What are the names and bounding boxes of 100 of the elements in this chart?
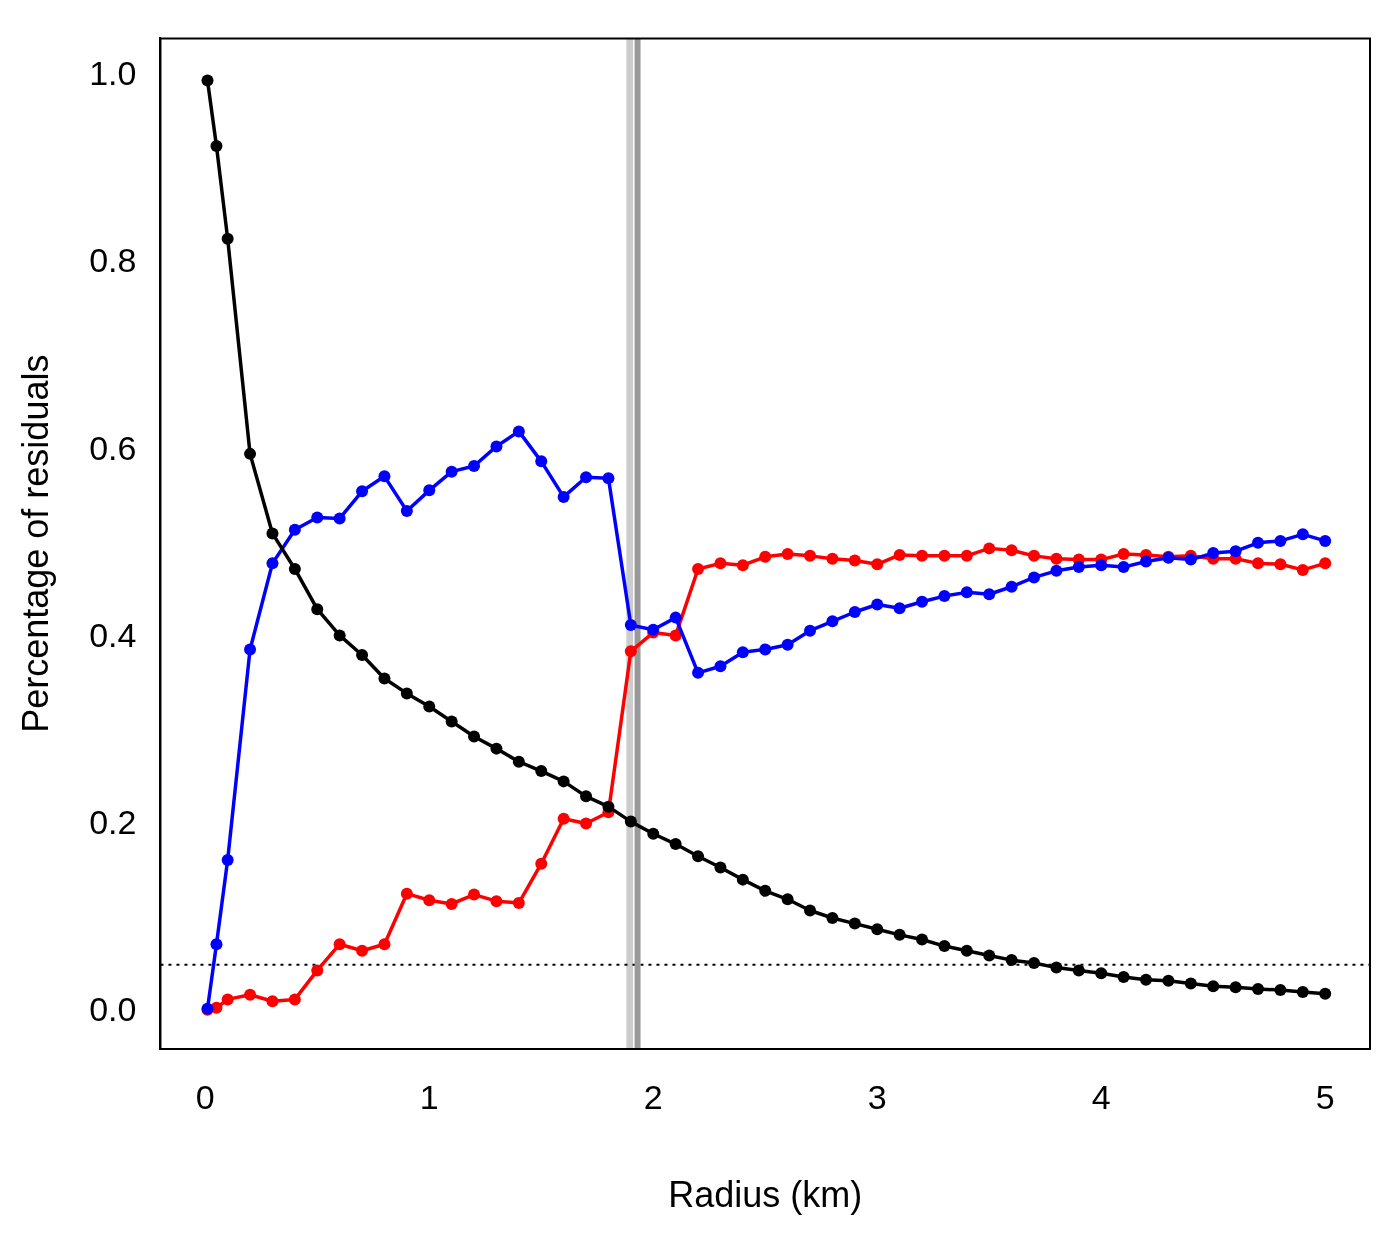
point xyxy=(893,548,906,561)
point xyxy=(1229,981,1242,994)
point xyxy=(692,666,705,679)
point xyxy=(1319,534,1332,547)
point xyxy=(669,629,682,642)
point xyxy=(781,893,794,906)
point xyxy=(624,815,637,828)
point xyxy=(1050,961,1063,974)
point xyxy=(512,897,525,910)
y-axis-title: Percentage of residuals xyxy=(14,354,56,733)
point xyxy=(557,812,570,825)
point xyxy=(938,590,951,603)
point xyxy=(557,490,570,503)
point xyxy=(490,742,503,755)
point xyxy=(736,646,749,659)
point xyxy=(1028,549,1041,562)
point xyxy=(804,624,817,637)
point xyxy=(1274,534,1287,547)
point xyxy=(1184,977,1197,990)
point xyxy=(535,857,548,870)
point xyxy=(736,559,749,572)
point xyxy=(669,611,682,624)
point xyxy=(210,938,223,951)
point xyxy=(602,472,615,485)
y-tick-label: 0.2 xyxy=(89,802,137,841)
point xyxy=(1028,571,1041,584)
point xyxy=(356,944,369,957)
x-tick-label: 1 xyxy=(419,1077,439,1116)
x-tick-label: 4 xyxy=(1091,1077,1111,1116)
point xyxy=(378,470,391,483)
point xyxy=(244,643,257,656)
point xyxy=(1296,528,1309,541)
point xyxy=(1028,956,1041,969)
point xyxy=(244,447,257,460)
point xyxy=(311,964,324,977)
x-tick-label: 5 xyxy=(1315,1077,1335,1116)
point xyxy=(1072,561,1085,574)
point xyxy=(804,904,817,917)
point xyxy=(266,557,279,570)
point xyxy=(1095,967,1108,980)
point xyxy=(221,993,234,1006)
point xyxy=(400,887,413,900)
y-tick-label: 1.0 xyxy=(89,54,137,93)
y-tick-label: 0.4 xyxy=(89,615,137,654)
point xyxy=(445,897,458,910)
point xyxy=(266,995,279,1008)
point xyxy=(423,700,436,713)
point xyxy=(468,460,481,473)
point xyxy=(201,74,214,87)
point xyxy=(1162,974,1175,987)
point xyxy=(1050,564,1063,577)
point xyxy=(759,643,772,656)
point xyxy=(647,827,660,840)
x-tick-label: 0 xyxy=(195,1077,215,1116)
point xyxy=(826,552,839,565)
point xyxy=(512,755,525,768)
point xyxy=(1005,954,1018,967)
point xyxy=(445,715,458,728)
point xyxy=(210,140,223,153)
point xyxy=(759,884,772,897)
point xyxy=(1117,547,1130,560)
point xyxy=(512,425,525,438)
point xyxy=(826,912,839,924)
point xyxy=(333,938,346,951)
point xyxy=(1117,561,1130,574)
y-tick-label: 0.8 xyxy=(89,241,137,280)
point xyxy=(535,765,548,778)
point xyxy=(983,588,996,601)
point xyxy=(1229,545,1242,558)
point xyxy=(916,933,929,946)
point xyxy=(288,523,301,536)
point xyxy=(333,629,346,642)
point xyxy=(1207,980,1220,993)
point xyxy=(893,602,906,615)
point xyxy=(580,817,593,830)
point xyxy=(1274,984,1287,997)
point xyxy=(960,944,973,957)
point xyxy=(423,894,436,907)
point xyxy=(1184,553,1197,566)
point xyxy=(445,465,458,478)
x-axis-title: Radius (km) xyxy=(668,1174,863,1216)
point xyxy=(400,504,413,517)
point xyxy=(871,558,884,571)
point xyxy=(848,917,861,930)
point xyxy=(983,949,996,962)
point xyxy=(1140,555,1153,568)
point xyxy=(938,549,951,562)
point xyxy=(804,549,817,562)
point xyxy=(221,232,234,245)
point xyxy=(871,598,884,611)
point xyxy=(1296,985,1309,998)
point xyxy=(1095,559,1108,572)
point xyxy=(535,455,548,468)
point xyxy=(311,603,324,616)
point xyxy=(960,586,973,599)
x-tick-label: 3 xyxy=(867,1077,887,1116)
point xyxy=(378,672,391,685)
point xyxy=(1252,557,1265,570)
point xyxy=(580,471,593,484)
point xyxy=(468,730,481,743)
